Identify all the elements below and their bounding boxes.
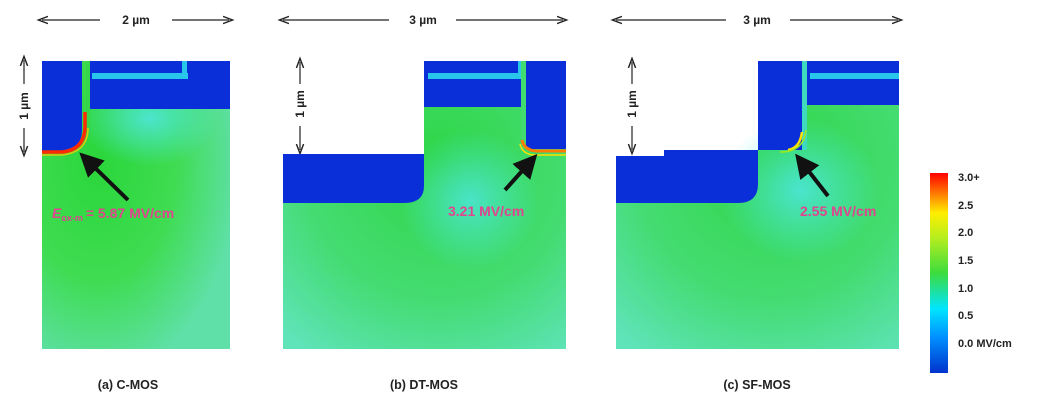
annotation-sub-a: ox-m xyxy=(61,213,83,223)
field-map-c xyxy=(616,61,899,349)
width-dimension-b: 3 µm xyxy=(283,13,563,27)
caption-b: (b) DT-MOS xyxy=(390,378,458,392)
width-label-c: 3 µm xyxy=(743,13,771,27)
height-label-a: 1 µm xyxy=(17,92,31,120)
panel-c: 3 µm 1 µm 2.55 MV/cm (c) SF-MOS xyxy=(616,13,899,392)
width-label-a: 2 µm xyxy=(122,13,150,27)
arrow-c xyxy=(795,153,830,198)
arrow-b xyxy=(503,154,538,192)
colorbar-scale xyxy=(930,173,948,373)
annotation-c: 2.55 MV/cm xyxy=(800,203,876,219)
caption-a: (a) C-MOS xyxy=(98,378,158,392)
height-dimension-b: 1 µm xyxy=(293,62,307,150)
width-dimension-c: 3 µm xyxy=(616,13,898,27)
colorbar-label: 3.0+ xyxy=(958,172,980,184)
colorbar: 3.0+ 2.5 2.0 1.5 1.0 0.5 0.0 MV/cm xyxy=(930,172,1012,373)
colorbar-label: 0.5 xyxy=(958,310,973,322)
panel-b: 3 µm 1 µm 3.21 MV/cm (b) DT-MOS xyxy=(283,13,566,392)
height-label-c: 1 µm xyxy=(625,90,639,118)
annotation-a: Eox-m = 5.87 MV/cm xyxy=(52,205,174,223)
width-dimension-a: 2 µm xyxy=(42,13,229,27)
field-map-a xyxy=(42,61,230,349)
height-dimension-a: 1 µm xyxy=(17,60,31,152)
colorbar-label: 0.0 MV/cm xyxy=(958,338,1012,350)
field-map-b xyxy=(283,61,566,349)
colorbar-label: 2.5 xyxy=(958,200,973,212)
colorbar-label: 1.0 xyxy=(958,283,973,295)
height-label-b: 1 µm xyxy=(293,90,307,118)
annotation-value-a: = 5.87 MV/cm xyxy=(86,205,174,221)
colorbar-label: 2.0 xyxy=(958,227,973,239)
panel-a: 2 µm 1 µm Eox-m = 5.87 MV/cm (a) C-MOS xyxy=(17,13,230,392)
arrow-a xyxy=(79,152,130,202)
annotation-b: 3.21 MV/cm xyxy=(448,203,524,219)
caption-c: (c) SF-MOS xyxy=(723,378,790,392)
colorbar-label: 1.5 xyxy=(958,255,973,267)
height-dimension-c: 1 µm xyxy=(625,62,639,150)
width-label-b: 3 µm xyxy=(409,13,437,27)
annotation-prefix-a: E xyxy=(52,205,62,221)
